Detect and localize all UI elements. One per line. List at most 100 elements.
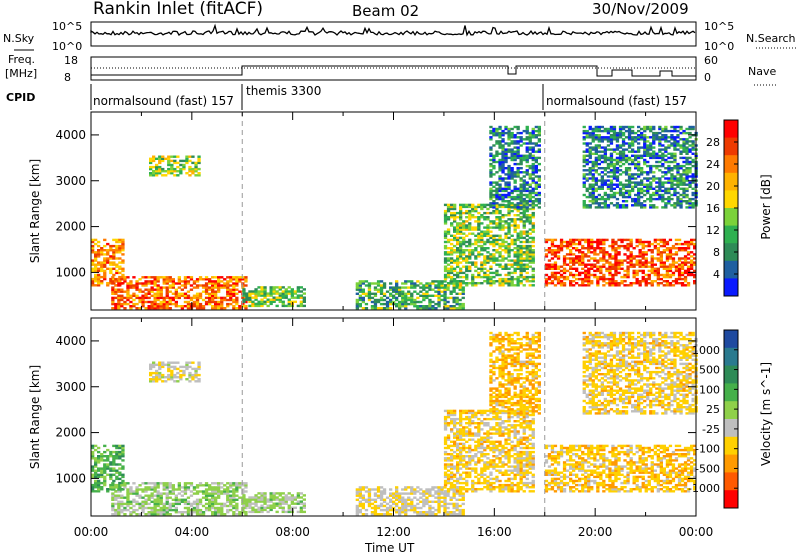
power-cell	[395, 292, 399, 295]
power-cell	[582, 193, 586, 197]
power-cell	[519, 195, 523, 199]
power-cell	[685, 200, 689, 203]
velocity-cell	[188, 371, 192, 375]
power-cell	[232, 278, 236, 281]
power-cell	[456, 236, 460, 240]
power-cell	[618, 160, 623, 164]
power-cell	[596, 267, 600, 270]
power-cell	[519, 200, 523, 203]
velocity-cell	[263, 496, 267, 499]
power-cell	[188, 159, 192, 163]
power-cell	[480, 247, 484, 250]
power-cell	[504, 173, 508, 176]
power-cell	[605, 238, 609, 242]
power-cell	[220, 280, 224, 283]
velocity-cell	[208, 508, 212, 512]
power-cell	[525, 234, 529, 237]
date-label: 30/Nov/2009	[592, 0, 689, 18]
power-cell	[465, 203, 469, 207]
power-cell	[395, 296, 399, 300]
power-cell	[495, 160, 499, 164]
power-cell	[599, 267, 603, 270]
power-cell	[507, 228, 511, 231]
power-cell	[519, 197, 523, 201]
power-cell	[278, 298, 282, 301]
power-cell	[437, 298, 441, 302]
power-cell	[465, 234, 469, 237]
power-cell	[214, 302, 218, 306]
power-cell	[673, 206, 677, 209]
power-cell	[443, 294, 447, 297]
power-cell	[528, 191, 532, 195]
power-cell	[531, 251, 535, 254]
power-cell	[147, 307, 151, 310]
power-cell	[111, 298, 115, 302]
velocity-cell	[147, 511, 151, 514]
power-cell	[498, 255, 502, 258]
power-cell	[507, 218, 511, 221]
power-cell	[480, 234, 484, 237]
power-cell	[410, 296, 414, 300]
power-cell	[401, 292, 405, 295]
power-cell	[682, 140, 686, 143]
power-cell	[171, 280, 175, 283]
velocity-cell	[156, 492, 160, 495]
power-cell	[673, 146, 677, 149]
velocity-cell	[251, 496, 255, 499]
velocity-cell	[367, 504, 372, 508]
power-cell	[516, 255, 520, 258]
power-cell	[232, 300, 236, 304]
velocity-cell	[150, 508, 154, 512]
power-cell	[609, 189, 614, 193]
power-cell	[235, 298, 239, 302]
power-cell	[504, 257, 508, 260]
power-cell	[462, 226, 466, 229]
power-cell	[123, 278, 127, 281]
power-cell	[226, 305, 230, 308]
velocity-cell	[112, 479, 116, 483]
power-cell	[582, 181, 586, 184]
velocity-cell	[162, 482, 166, 485]
power-cell	[643, 144, 647, 147]
power-cell	[135, 286, 139, 289]
velocity-cell	[161, 380, 165, 383]
power-cell	[581, 284, 585, 287]
power-cell	[278, 292, 282, 295]
power-cell	[597, 202, 601, 205]
power-cell	[569, 271, 573, 275]
power-cell	[513, 140, 517, 143]
power-cell	[603, 167, 607, 170]
power-cell	[446, 282, 451, 285]
power-cell	[617, 284, 621, 287]
power-cell	[422, 292, 426, 295]
power-cell	[609, 148, 614, 151]
noise-right-tick-bottom: 10^0	[704, 40, 734, 53]
velocity-cell	[91, 453, 95, 456]
power-cell	[617, 267, 621, 270]
velocity-cell	[235, 513, 239, 516]
power-cell	[174, 292, 178, 295]
power-cell	[600, 185, 604, 188]
power-cell	[578, 249, 582, 252]
power-cell	[685, 175, 689, 178]
power-cell	[452, 300, 456, 304]
velocity-cell	[241, 484, 245, 487]
power-cell	[446, 238, 451, 242]
power-cell	[594, 134, 598, 137]
power-cell	[603, 179, 607, 182]
power-cell	[177, 305, 181, 308]
power-cell	[685, 171, 689, 174]
power-cell	[510, 148, 514, 151]
power-cell	[611, 277, 615, 281]
velocity-cell	[164, 380, 168, 383]
power-cell	[446, 305, 450, 308]
power-cell	[569, 253, 573, 256]
power-cell	[150, 286, 154, 289]
power-cell	[204, 276, 209, 279]
power-cell	[510, 154, 514, 157]
velocity-cell	[103, 477, 107, 481]
power-cell	[510, 284, 514, 287]
power-cell	[640, 156, 644, 160]
power-cell	[431, 307, 435, 310]
power-cell	[537, 125, 541, 129]
